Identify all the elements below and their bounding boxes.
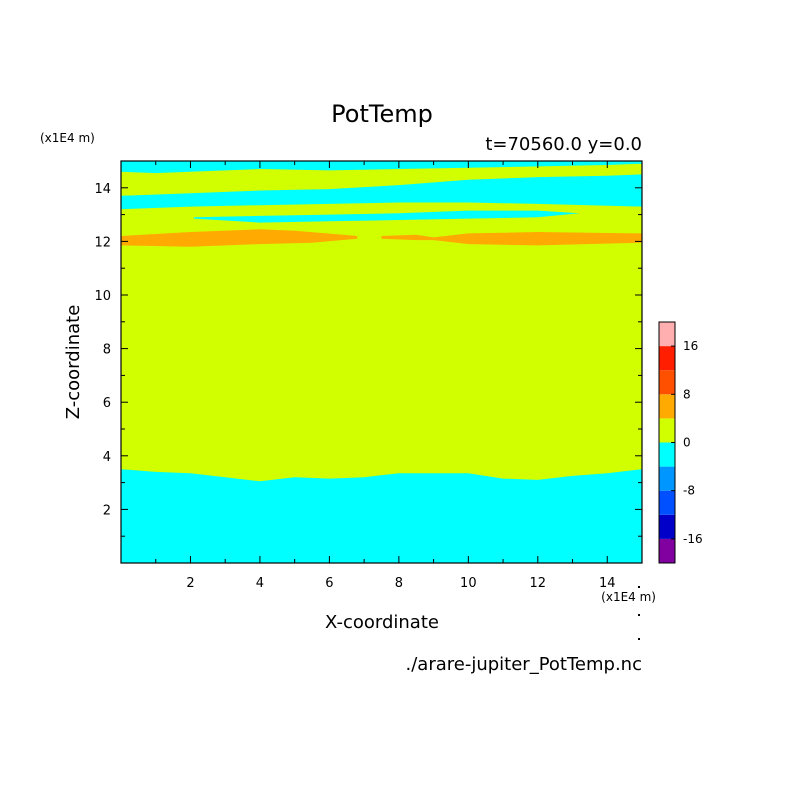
source-filename: ./arare-jupiter_PotTemp.nc [406, 654, 642, 675]
upper-cold-band [121, 174, 642, 210]
x-tick-label: 2 [186, 576, 194, 591]
y-tick-label: 10 [94, 289, 111, 304]
colorbar-swatch [659, 346, 675, 371]
warm-band [381, 232, 642, 246]
x-axis-label: X-coordinate [325, 612, 439, 633]
x-tick-label: 10 [460, 576, 477, 591]
x-tick-label: 12 [530, 576, 547, 591]
corner-mark [638, 614, 640, 616]
y-tick-label: 14 [94, 182, 111, 197]
colorbar-tick-label: -16 [683, 532, 703, 546]
x-tick-label: 14 [599, 576, 616, 591]
y-tick-label: 12 [94, 235, 111, 250]
lower-cold-layer [121, 469, 642, 563]
y-tick-label: 8 [103, 343, 111, 358]
colorbar-tick-label: -8 [683, 484, 695, 498]
y-unit-label: (x1E4 m) [40, 131, 95, 145]
y-axis-label: Z-coordinate [63, 305, 84, 420]
colorbar-swatch [659, 394, 675, 419]
colorbar-swatch [659, 322, 675, 347]
corner-mark [638, 638, 640, 640]
chart-title: PotTemp [331, 100, 433, 128]
warm-band [121, 229, 358, 247]
x-tick-label: 8 [395, 576, 403, 591]
corner-marks [638, 586, 640, 640]
x-unit-label: (x1E4 m) [601, 590, 656, 604]
colorbar-tick-label: 8 [683, 387, 691, 401]
corner-mark [638, 586, 640, 588]
y-tick-label: 2 [103, 503, 111, 518]
colorbar-swatch [659, 538, 675, 563]
x-tick-label: 4 [256, 576, 264, 591]
colorbar-tick-label: 0 [683, 436, 691, 450]
y-tick-label: 4 [103, 450, 111, 465]
y-tick-label: 6 [103, 396, 111, 411]
chart-subtitle: t=70560.0 y=0.0 [485, 134, 642, 155]
colorbar-swatch [659, 370, 675, 395]
plot-area [121, 161, 642, 563]
colorbar-tick-label: 16 [683, 339, 698, 353]
colorbar-swatch [659, 466, 675, 491]
colorbar-swatch [659, 490, 675, 515]
colorbar-swatch [659, 442, 675, 467]
top-cold-layer [121, 161, 642, 174]
plot-frame [120, 160, 643, 564]
colorbar-swatch [659, 514, 675, 539]
colorbar-swatch [659, 418, 675, 443]
x-tick-label: 6 [325, 576, 333, 591]
upper-cold-lens [193, 210, 580, 223]
